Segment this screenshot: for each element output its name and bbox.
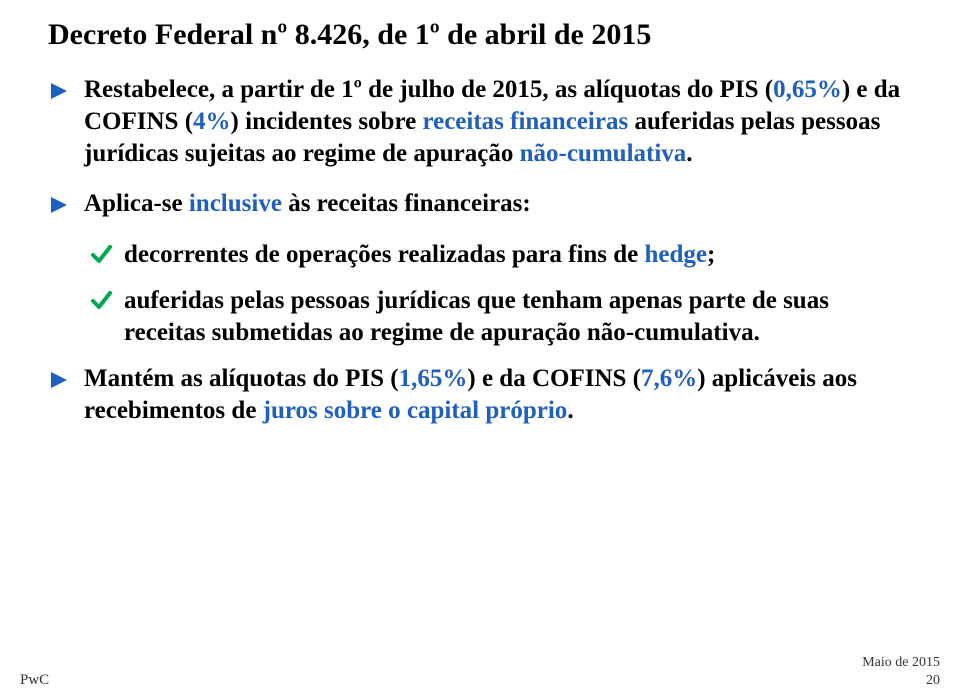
text-segment: .: [686, 140, 692, 167]
bullet-text: Mantém as alíquotas do PIS (1,65%) e da …: [84, 363, 912, 427]
slide: Decreto Federal nº 8.426, de 1º de abril…: [0, 0, 960, 697]
bullet-list: Restabelece, a partir de 1º de julho de …: [48, 74, 912, 427]
bullet-level-1: Mantém as alíquotas do PIS (1,65%) e da …: [48, 363, 912, 427]
text-segment: 7,6%: [641, 365, 697, 392]
footer-page-number: 20: [862, 672, 940, 690]
bullet-text: Restabelece, a partir de 1º de julho de …: [84, 74, 912, 170]
bullet-text: Aplica-se inclusive às receitas financei…: [84, 188, 531, 220]
text-segment: 4%: [193, 108, 231, 135]
footer-right: Maio de 2015 20: [862, 654, 940, 689]
footer-left: PwC: [20, 672, 49, 689]
footer-date: Maio de 2015: [862, 654, 940, 672]
bullet-level-1: Restabelece, a partir de 1º de julho de …: [48, 74, 912, 170]
bullet-arrow: [48, 80, 70, 107]
text-segment: ) e da COFINS (: [467, 365, 641, 392]
text-segment: 0,65%: [773, 76, 842, 103]
text-segment: auferidas pelas pessoas jurídicas que te…: [124, 287, 829, 346]
text-segment: hedge: [645, 241, 708, 268]
bullet-level-2: decorrentes de operações realizadas para…: [90, 239, 912, 271]
text-segment: 1,65%: [399, 365, 468, 392]
text-segment: receitas financeiras: [422, 108, 634, 135]
arrow-icon: [48, 194, 70, 216]
text-segment: juros sobre o capital próprio: [263, 397, 568, 424]
bullet-text: decorrentes de operações realizadas para…: [124, 239, 715, 271]
text-segment: Restabelece, a partir de 1º de julho de …: [84, 76, 773, 103]
check-icon: [90, 289, 112, 311]
bullet-check: [90, 289, 112, 316]
text-segment: inclusive: [189, 190, 288, 217]
bullet-level-1: Aplica-se inclusive às receitas financei…: [48, 188, 912, 221]
slide-title: Decreto Federal nº 8.426, de 1º de abril…: [48, 18, 912, 52]
bullet-arrow: [48, 194, 70, 221]
text-segment: Aplica-se: [84, 190, 189, 217]
text-segment: não-cumulativa: [520, 140, 687, 167]
bullet-arrow: [48, 369, 70, 396]
bullet-level-2: auferidas pelas pessoas jurídicas que te…: [90, 285, 912, 349]
text-segment: ;: [707, 241, 715, 268]
text-segment: decorrentes de operações realizadas para…: [124, 241, 645, 268]
text-segment: Mantém as alíquotas do PIS (: [84, 365, 399, 392]
check-icon: [90, 243, 112, 265]
arrow-icon: [48, 80, 70, 102]
bullet-check: [90, 243, 112, 270]
bullet-text: auferidas pelas pessoas jurídicas que te…: [124, 285, 912, 349]
text-segment: .: [567, 397, 573, 424]
text-segment: às receitas financeiras:: [288, 190, 531, 217]
text-segment: ) incidentes sobre: [231, 108, 423, 135]
arrow-icon: [48, 369, 70, 391]
